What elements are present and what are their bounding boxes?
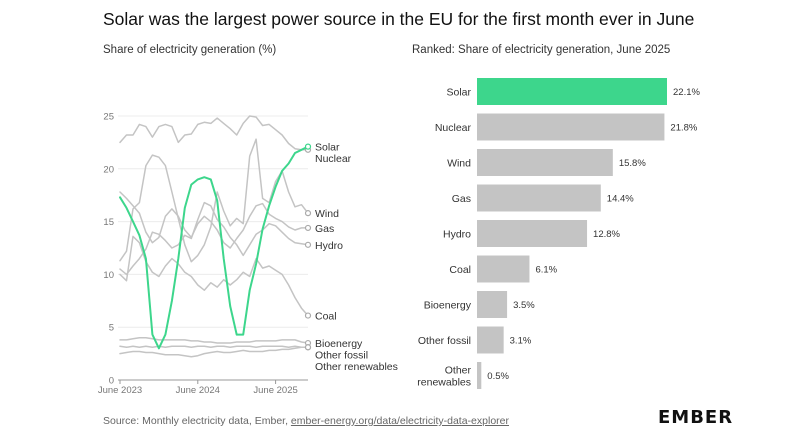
bar-hydro [477, 220, 588, 247]
bar-bioenergy [477, 291, 508, 318]
value-label-hydro: 12.8% [593, 229, 620, 240]
category-label-solar: Solar [446, 87, 471, 99]
series-line-gas [119, 191, 309, 249]
value-label-other-renewables: 0.5% [487, 371, 509, 382]
series-line-other-fossil [119, 345, 309, 349]
bar-nuclear [477, 113, 665, 141]
y-tick-label: 15 [103, 217, 114, 228]
x-tick-label: June 2023 [98, 385, 142, 396]
category-label-wind: Wind [447, 158, 471, 170]
series-line-wind [119, 138, 309, 263]
category-label-other-fossil: Other fossil [418, 335, 471, 347]
series-end-point-coal [304, 312, 312, 319]
x-tick-label: June 2024 [176, 385, 220, 396]
value-label-other-fossil: 3.1% [510, 336, 532, 347]
series-end-point-other-renewables [304, 344, 312, 351]
series-label-solar: Solar [315, 142, 340, 154]
source-link[interactable]: ember-energy.org/data/electricity-data-e… [290, 415, 509, 427]
line-chart-title: Share of electricity generation (%) [103, 44, 277, 56]
series-end-point-gas [304, 224, 312, 232]
series-label-hydro: Hydro [315, 240, 343, 252]
bar-chart-title: Ranked: Share of electricity generation,… [412, 44, 671, 56]
series-line-bioenergy [119, 337, 309, 344]
series-label-gas: Gas [315, 223, 334, 235]
value-label-coal: 6.1% [535, 265, 557, 276]
category-label-bioenergy: Bioenergy [424, 300, 472, 312]
x-tick-label: June 2025 [253, 385, 297, 396]
series-label-wind: Wind [315, 208, 339, 220]
bar-gas [477, 184, 601, 212]
value-label-gas: 14.4% [607, 194, 634, 205]
category-label-other-renewables: Other [445, 365, 472, 377]
y-tick-label: 10 [103, 270, 114, 281]
series-end-point-wind [304, 210, 312, 217]
series-line-hydro [119, 201, 309, 276]
category-label-hydro: Hydro [443, 229, 471, 241]
bar-coal [477, 255, 530, 283]
category-label-other-renewables: renewables [417, 377, 471, 389]
category-label-coal: Coal [449, 264, 471, 276]
category-label-nuclear: Nuclear [435, 122, 472, 134]
series-label-bioenergy: Bioenergy [315, 338, 363, 350]
category-label-gas: Gas [452, 193, 471, 205]
bar-solar [477, 78, 667, 105]
series-line-other-renewables [119, 346, 309, 358]
bar-other-fossil [477, 326, 504, 354]
source-note: Source: Monthly electricity data, Ember,… [103, 415, 509, 427]
value-label-nuclear: 21.8% [670, 123, 697, 134]
bar-wind [477, 149, 613, 176]
series-label-coal: Coal [315, 311, 337, 323]
ember-logo: EMBER [658, 407, 734, 428]
series-label-nuclear: Nuclear [315, 153, 352, 165]
y-tick-label: 25 [103, 112, 114, 123]
value-label-bioenergy: 3.5% [513, 300, 535, 311]
value-label-solar: 22.1% [673, 87, 700, 98]
y-tick-label: 0 [109, 376, 114, 387]
source-text: Source: Monthly electricity data, Ember, [103, 415, 291, 427]
series-label-other-fossil: Other fossil [315, 350, 368, 362]
y-tick-label: 5 [109, 323, 114, 334]
series-label-other-renewables: Other renewables [315, 361, 398, 373]
series-end-point-hydro [304, 241, 312, 248]
y-tick-label: 20 [103, 164, 114, 175]
series-line-solar [119, 145, 309, 350]
chart-title: Solar was the largest power source in th… [103, 9, 695, 29]
bar-other-renewables [477, 362, 482, 389]
value-label-wind: 15.8% [619, 158, 646, 169]
series-line-coal [119, 235, 309, 317]
series-line-nuclear [119, 115, 309, 151]
series-end-point-solar [304, 143, 312, 150]
